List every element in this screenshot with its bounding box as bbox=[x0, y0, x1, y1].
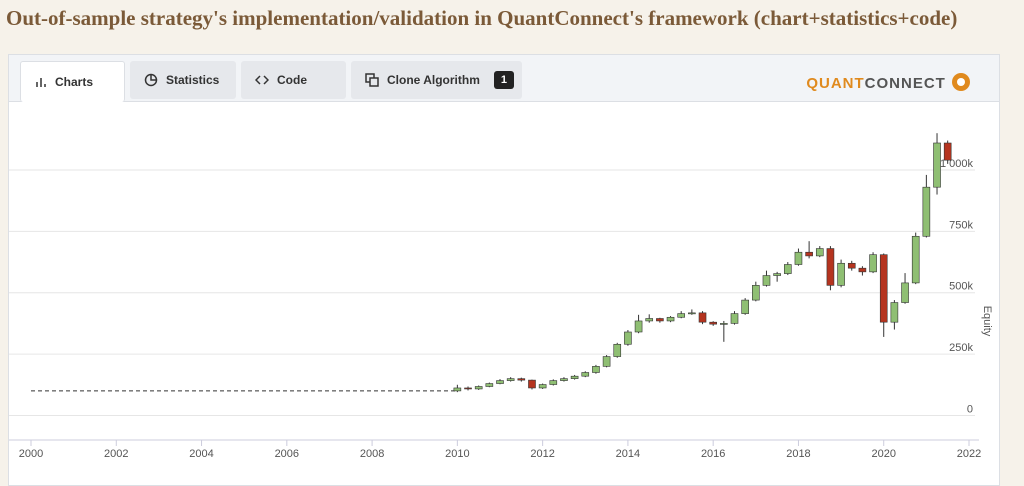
candle-body bbox=[815, 248, 824, 257]
y-tick-label: 750k bbox=[949, 219, 973, 231]
candle-body bbox=[869, 254, 877, 273]
icon bbox=[365, 73, 379, 87]
candle-body bbox=[634, 320, 643, 333]
y-tick-label: 1 000k bbox=[940, 158, 974, 170]
logo-text: QUANT bbox=[806, 75, 865, 92]
badge: 1 bbox=[493, 71, 515, 89]
icon bbox=[255, 75, 269, 85]
tab-label: Statistics bbox=[166, 73, 220, 87]
tab-label: Code bbox=[277, 73, 307, 87]
candle-body bbox=[783, 264, 792, 274]
x-tick-label: 2006 bbox=[275, 448, 299, 460]
x-tick-label: 2012 bbox=[530, 448, 554, 460]
candle-body bbox=[879, 254, 888, 323]
candle-body bbox=[794, 251, 803, 265]
x-tick-label: 2004 bbox=[189, 448, 213, 460]
chart: Equity 0 250k 500k 750k 1 000k 2000 2002 2004 20… bbox=[9, 133, 993, 460]
y-tick-label: 500k bbox=[949, 281, 973, 293]
y-axis-title: Equity bbox=[981, 306, 993, 337]
x-tick-label: 2016 bbox=[701, 448, 725, 460]
icon bbox=[36, 78, 46, 87]
x-tick-label: 2020 bbox=[871, 448, 895, 460]
candle-body bbox=[453, 387, 462, 392]
candle-body bbox=[762, 275, 771, 286]
candle-body bbox=[602, 356, 611, 367]
candle-body bbox=[922, 186, 931, 237]
candle-body bbox=[496, 380, 504, 384]
candle-body bbox=[826, 248, 835, 286]
candle-body bbox=[709, 321, 717, 325]
candle-body bbox=[517, 378, 526, 381]
candle-body bbox=[688, 312, 696, 315]
tab-bar: Charts Statistics Code Clone Algorithm 1 … bbox=[9, 55, 999, 102]
candle-body bbox=[901, 282, 909, 303]
candle-body bbox=[890, 302, 899, 323]
candle-body bbox=[698, 312, 707, 323]
candle-body bbox=[752, 285, 760, 301]
candle-body bbox=[485, 383, 494, 387]
panel: Charts Statistics Code Clone Algorithm 1 … bbox=[8, 54, 1000, 486]
candle-body bbox=[730, 313, 739, 324]
candle-body bbox=[570, 375, 579, 379]
logo-text: CONNECT bbox=[864, 75, 946, 92]
x-tick-label: 2010 bbox=[445, 448, 469, 460]
candle-body bbox=[677, 313, 686, 318]
tab-label: Charts bbox=[55, 75, 94, 89]
candle-body bbox=[581, 372, 590, 377]
candle-body bbox=[474, 386, 483, 390]
candle-body bbox=[773, 273, 781, 276]
x-tick-label: 2022 bbox=[957, 448, 981, 460]
candle-body bbox=[560, 378, 568, 381]
candle-body bbox=[666, 316, 675, 322]
candle-body bbox=[592, 366, 600, 373]
candle-body bbox=[624, 331, 632, 345]
candle-body bbox=[613, 343, 622, 357]
candle-body bbox=[720, 323, 728, 325]
candle-body bbox=[506, 378, 515, 381]
x-tick-label: 2002 bbox=[104, 448, 128, 460]
logo-icon bbox=[952, 73, 970, 91]
candle-body bbox=[858, 267, 867, 273]
x-tick-label: 2008 bbox=[360, 448, 384, 460]
candle-body bbox=[464, 387, 472, 390]
tab[interactable]: Clone Algorithm 1 bbox=[351, 61, 522, 99]
tab[interactable]: Statistics bbox=[130, 61, 236, 99]
x-tick-label: 2000 bbox=[19, 448, 43, 460]
y-tick-label: 250k bbox=[949, 342, 973, 354]
tab-label: Clone Algorithm bbox=[387, 73, 480, 87]
x-tick-label: 2014 bbox=[616, 448, 640, 460]
x-tick-label: 2018 bbox=[786, 448, 810, 460]
candle-body bbox=[538, 384, 547, 389]
candle-body bbox=[741, 299, 749, 314]
candle-body bbox=[837, 262, 845, 286]
candle-body bbox=[645, 318, 654, 322]
candle-body bbox=[656, 318, 664, 322]
candle-body bbox=[933, 142, 941, 188]
tab[interactable]: Charts bbox=[20, 61, 125, 102]
candle-body bbox=[943, 142, 952, 161]
candle-body bbox=[528, 379, 536, 389]
candle-body bbox=[911, 235, 920, 284]
icon bbox=[144, 73, 158, 87]
page-title: Out-of-sample strategy's implementation/… bbox=[6, 6, 958, 30]
y-tick-label: 0 bbox=[967, 403, 973, 415]
candle-body bbox=[847, 262, 856, 269]
candle-body bbox=[805, 251, 813, 257]
tab[interactable]: Code bbox=[241, 61, 346, 99]
candle-body bbox=[549, 380, 558, 385]
logo: QUANTCONNECT bbox=[806, 72, 971, 92]
